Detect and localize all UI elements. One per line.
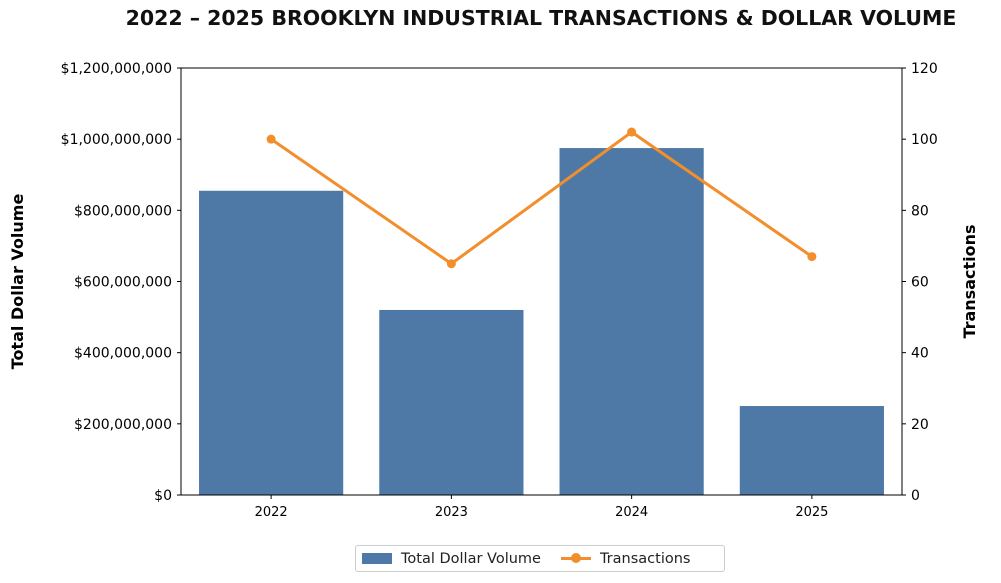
bars-layer — [199, 148, 884, 495]
chart-title: 2022 – 2025 BROOKLYN INDUSTRIAL TRANSACT… — [125, 6, 957, 30]
y-tick-label: $400,000,000 — [74, 346, 172, 362]
bar-2025 — [739, 406, 884, 495]
y-tick-label: $200,000,000 — [74, 417, 172, 433]
transactions-point-2023 — [446, 259, 456, 269]
x-tick-label: 2022 — [255, 505, 288, 520]
legend-label-dollar-volume: Total Dollar Volume — [401, 550, 541, 567]
y-tick-label: $600,000,000 — [74, 275, 172, 291]
x-tick-label: 2023 — [435, 505, 468, 520]
y2-tick-label: 40 — [911, 346, 929, 362]
y2-tick-label: 80 — [911, 203, 929, 219]
y2-tick-label: 20 — [911, 417, 929, 433]
y2-tick-label: 0 — [911, 488, 920, 504]
y-tick-label: $1,000,000,000 — [61, 132, 172, 148]
transactions-point-2024 — [627, 127, 637, 137]
transactions-line — [270, 130, 813, 266]
legend-swatch-line — [560, 553, 591, 564]
x-tick-label: 2025 — [795, 505, 828, 520]
bar-2023 — [379, 309, 524, 495]
bar-2022 — [199, 190, 344, 495]
y-axis-title: Total Dollar Volume — [8, 194, 27, 370]
y-tick-label: $0 — [154, 488, 172, 504]
y2-tick-label: 120 — [911, 61, 938, 77]
axes-layer — [177, 67, 906, 499]
legend-item-transactions: Transactions — [560, 550, 691, 567]
y2-axis-title: Transactions — [960, 224, 979, 338]
legend-item-dollar-volume: Total Dollar Volume — [362, 551, 541, 567]
legend-label-transactions: Transactions — [599, 550, 691, 567]
legend-swatch-bar — [362, 553, 392, 564]
labels-layer: $0 $200,000,000 $400,000,000 $600,000,000 $8… — [8, 61, 979, 520]
y-tick-label: $1,200,000,000 — [61, 61, 172, 77]
y2-tick-label: 100 — [911, 132, 938, 148]
line-layer — [266, 127, 817, 269]
y-tick-label: $800,000,000 — [74, 203, 172, 219]
transactions-point-2022 — [266, 134, 276, 144]
legend: Total Dollar Volume Transactions — [355, 545, 725, 572]
x-tick-label: 2024 — [615, 505, 648, 520]
transactions-point-2025 — [807, 252, 817, 262]
y2-tick-label: 60 — [911, 275, 929, 291]
bar-2024 — [559, 148, 704, 495]
